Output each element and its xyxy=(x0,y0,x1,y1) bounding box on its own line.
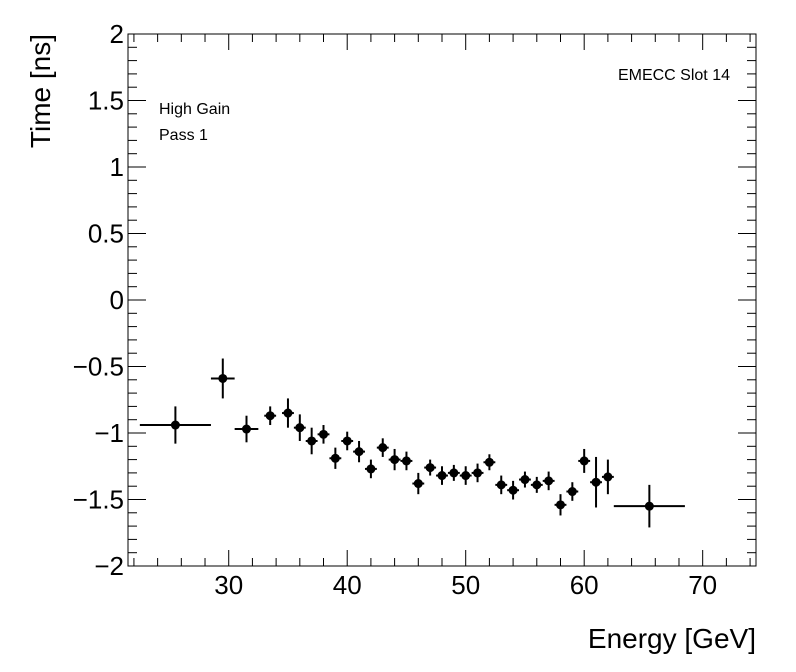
point-marker xyxy=(603,472,613,482)
y-tick-label: 1.5 xyxy=(88,86,124,116)
data-point xyxy=(436,466,448,485)
data-point xyxy=(507,480,520,500)
data-point xyxy=(139,406,211,444)
x-tick-label: 40 xyxy=(333,570,362,600)
data-point xyxy=(317,425,330,444)
y-tick-label: −2 xyxy=(94,551,124,581)
data-point xyxy=(412,472,425,495)
data-point xyxy=(282,398,294,428)
point-marker xyxy=(319,429,329,439)
data-points xyxy=(139,358,685,528)
point-marker xyxy=(449,468,459,478)
x-tick-label: 50 xyxy=(451,570,480,600)
data-point xyxy=(447,464,460,481)
y-tick-label: −1.5 xyxy=(73,485,124,515)
pass-annotation: Pass 1 xyxy=(159,127,208,144)
point-marker xyxy=(390,455,400,465)
data-point xyxy=(364,459,377,479)
y-axis-title: Time [ns] xyxy=(25,34,56,148)
data-point xyxy=(341,431,354,451)
point-marker xyxy=(644,501,654,511)
point-marker xyxy=(283,408,293,418)
data-point xyxy=(554,494,567,516)
data-point xyxy=(376,438,389,457)
data-point xyxy=(483,454,496,471)
data-point xyxy=(329,447,342,469)
data-point xyxy=(293,414,306,441)
y-tick-label: 0.5 xyxy=(88,219,124,249)
slot-annotation: EMECC Slot 14 xyxy=(618,67,730,84)
data-point xyxy=(388,448,401,471)
data-point xyxy=(613,484,685,528)
point-marker xyxy=(532,480,542,490)
data-point xyxy=(578,448,591,473)
point-marker xyxy=(461,471,471,481)
point-marker xyxy=(413,479,423,489)
x-tick-label: 30 xyxy=(214,570,243,600)
data-point xyxy=(519,471,531,488)
point-marker xyxy=(579,456,589,466)
y-tick-label: −0.5 xyxy=(73,352,124,382)
data-point xyxy=(530,476,543,493)
point-marker xyxy=(555,500,565,510)
point-marker xyxy=(473,468,483,478)
point-marker xyxy=(484,457,494,467)
y-tick-label: −1 xyxy=(94,418,124,448)
point-marker xyxy=(366,464,376,474)
point-marker xyxy=(295,423,305,433)
data-point xyxy=(305,427,318,455)
point-marker xyxy=(496,480,506,490)
data-point xyxy=(495,475,508,495)
point-marker xyxy=(330,453,340,463)
data-point xyxy=(424,459,437,476)
point-marker xyxy=(437,471,447,481)
y-tick-label: 1 xyxy=(110,152,124,182)
point-marker xyxy=(425,463,435,473)
y-tick-labels: −2 −1.5 −1 −0.5 0 0.5 1 1.5 2 xyxy=(73,19,124,581)
axis-ticks xyxy=(128,33,756,567)
data-point xyxy=(459,466,472,485)
data-point xyxy=(590,456,602,508)
data-point xyxy=(353,440,365,463)
data-point xyxy=(542,471,555,491)
point-marker xyxy=(401,456,411,466)
point-marker xyxy=(241,424,251,434)
x-tick-label: 70 xyxy=(688,570,717,600)
point-marker xyxy=(354,447,364,457)
x-tick-label: 60 xyxy=(570,570,599,600)
data-point xyxy=(210,358,235,399)
y-tick-label: 0 xyxy=(110,285,124,315)
point-marker xyxy=(218,373,228,383)
point-marker xyxy=(265,411,275,421)
point-marker xyxy=(520,475,530,485)
x-axis-title: Energy [GeV] xyxy=(588,623,756,654)
point-marker xyxy=(170,420,180,430)
x-tick-labels: 30 40 50 60 70 xyxy=(214,570,717,600)
gain-annotation: High Gain xyxy=(159,101,230,118)
point-marker xyxy=(591,477,601,487)
point-marker xyxy=(508,485,518,495)
data-point xyxy=(234,415,259,443)
data-point xyxy=(400,451,413,471)
point-marker xyxy=(342,436,352,446)
point-marker xyxy=(378,443,388,453)
data-point xyxy=(566,482,579,501)
data-point xyxy=(264,406,277,426)
y-tick-label: 2 xyxy=(110,19,124,49)
data-point xyxy=(471,463,484,483)
point-marker xyxy=(567,487,577,497)
point-marker xyxy=(544,476,554,486)
point-marker xyxy=(307,436,317,446)
data-point xyxy=(601,459,614,495)
